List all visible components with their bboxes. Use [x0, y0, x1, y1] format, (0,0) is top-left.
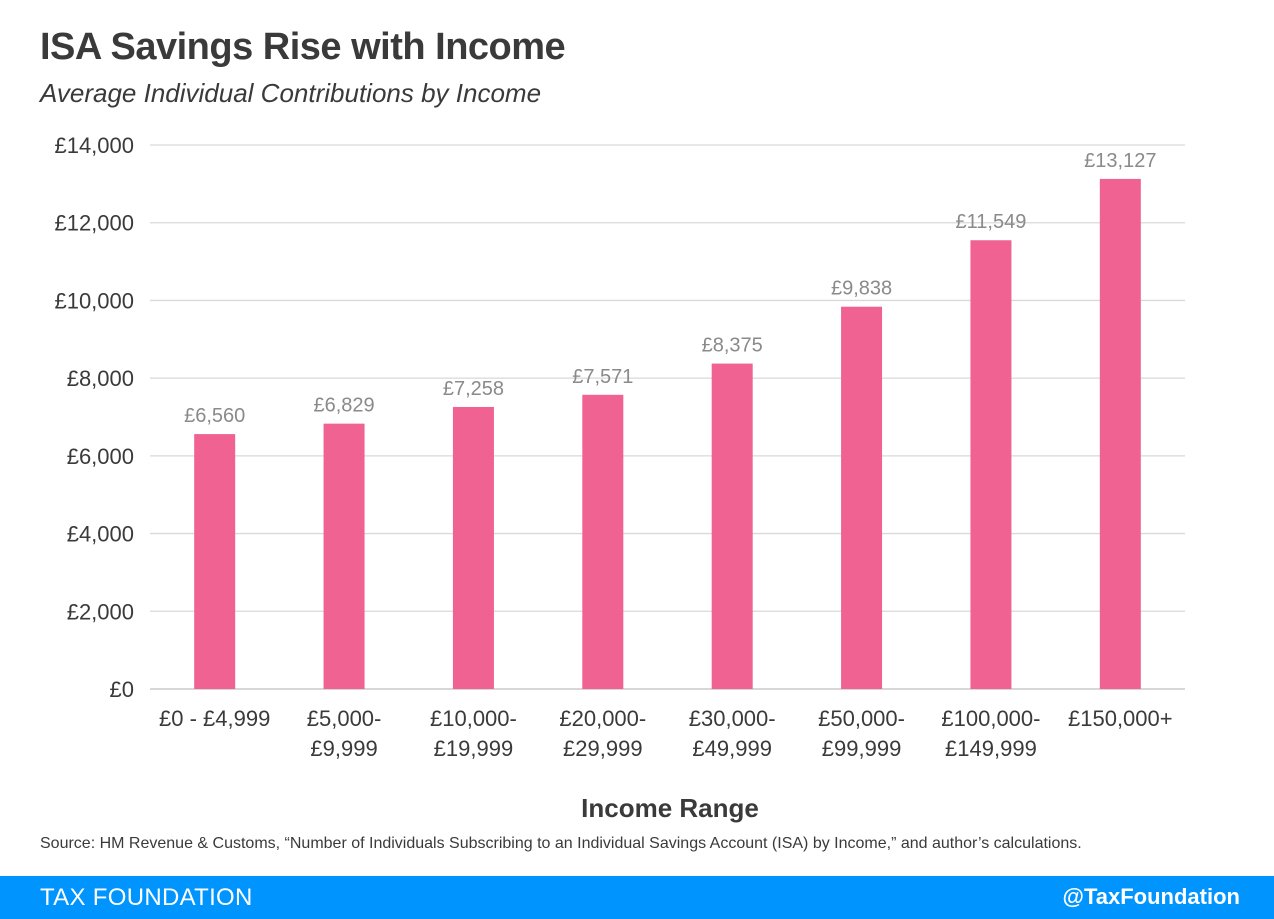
bar [970, 240, 1012, 689]
x-axis-title: Income Range [581, 793, 759, 823]
bar [841, 306, 883, 689]
x-tick-label: £9,999 [310, 736, 377, 761]
bar-chart: £0 £2,000 £4,000 £6,000 £8,000 £10,000 £12,000… [54, 133, 1185, 761]
x-tick-label: £49,999 [692, 736, 772, 761]
y-tick-label: £10,000 [54, 288, 134, 313]
y-tick-label: £4,000 [67, 522, 134, 547]
x-tick-label: £19,999 [434, 736, 514, 761]
x-tick-label: £20,000- [559, 706, 646, 731]
footer-bar: TAX FOUNDATION @TaxFoundation [0, 876, 1274, 919]
y-tick-label: £6,000 [67, 444, 134, 469]
x-tick-label: £30,000- [689, 706, 776, 731]
y-tick-label: £12,000 [54, 211, 134, 236]
data-label: £13,127 [1084, 150, 1156, 172]
x-tick-label: £10,000- [430, 706, 517, 731]
data-label: £9,838 [831, 278, 892, 300]
data-label: £7,258 [443, 378, 504, 400]
bar [582, 394, 624, 689]
y-tick-label: £0 [110, 677, 134, 702]
data-label: £11,549 [956, 211, 1027, 233]
x-tick-label: £50,000- [818, 706, 905, 731]
y-tick-label: £8,000 [67, 366, 134, 391]
chart-subtitle: Average Individual Contributions by Inco… [40, 78, 542, 108]
x-tick-label: £150,000+ [1068, 706, 1173, 731]
chart-title: ISA Savings Rise with Income [40, 26, 566, 68]
x-tick-label: £99,999 [822, 736, 902, 761]
data-label: £8,375 [702, 335, 763, 357]
footer-handle: @TaxFoundation [1062, 884, 1240, 909]
bar [452, 406, 494, 689]
x-tick-label: £5,000- [307, 706, 382, 731]
x-tick-label: £29,999 [563, 736, 643, 761]
footer-brand: TAX FOUNDATION [40, 884, 253, 911]
x-tick-label: £0 - £4,999 [159, 706, 270, 731]
bar [711, 363, 753, 689]
bar [323, 423, 365, 689]
data-label: £7,571 [572, 366, 633, 388]
data-label: £6,560 [184, 405, 245, 427]
bar [194, 434, 236, 689]
x-tick-label: £149,999 [945, 736, 1037, 761]
bar [1099, 178, 1141, 689]
y-tick-label: £2,000 [67, 599, 134, 624]
source-note: Source: HM Revenue & Customs, “Number of… [40, 835, 1082, 852]
y-tick-label: £14,000 [54, 133, 134, 158]
data-label: £6,829 [313, 395, 374, 417]
x-tick-label: £100,000- [941, 706, 1040, 731]
